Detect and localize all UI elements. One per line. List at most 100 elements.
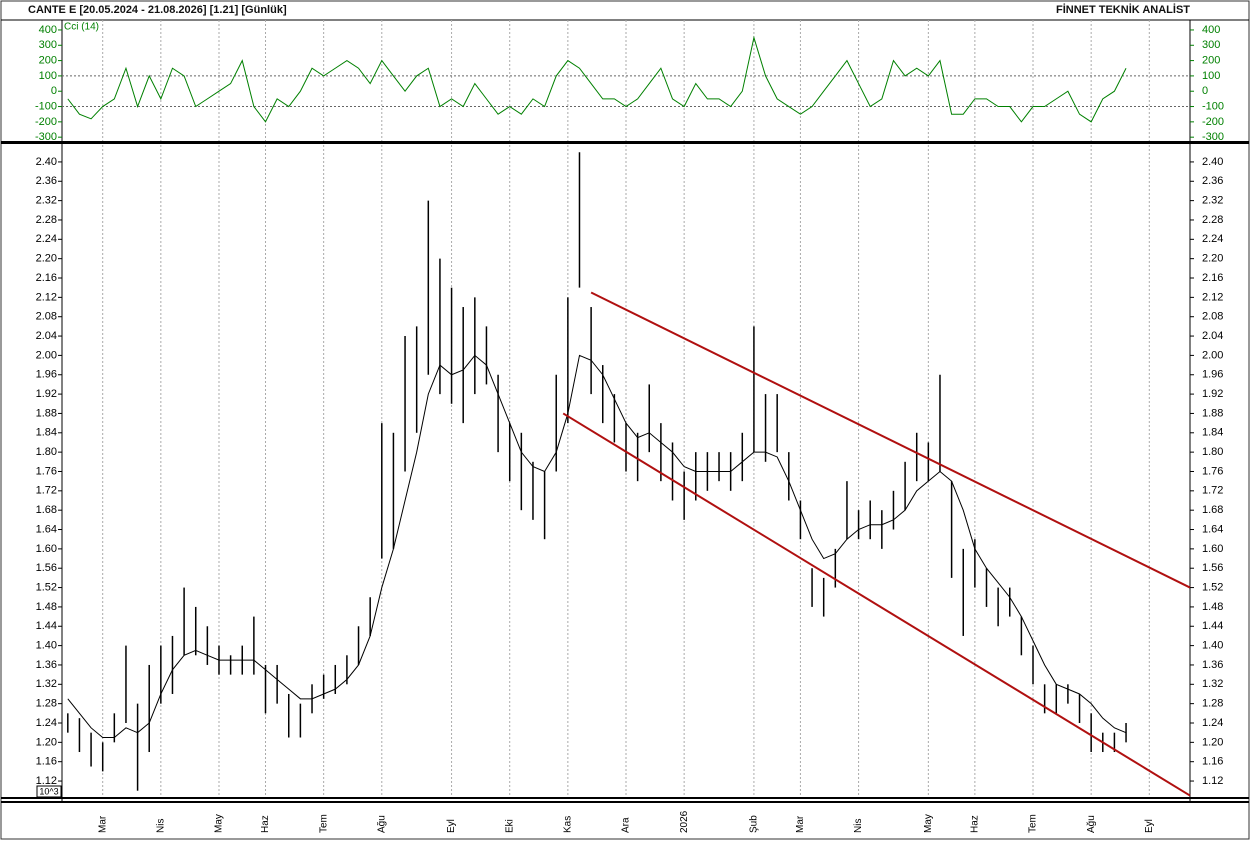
x-tick-label: Mar — [795, 815, 806, 833]
y-tick-label: 2.00 — [36, 349, 57, 361]
y-tick-label: 200 — [1202, 54, 1220, 66]
x-tick-label: Ağu — [1086, 815, 1097, 833]
x-tick-label: Şub — [749, 815, 760, 833]
y-tick-label: 1.52 — [36, 581, 57, 593]
y-tick-label: 2.20 — [1202, 253, 1223, 265]
y-tick-label: 2.08 — [36, 311, 57, 323]
y-tick-label: 1.84 — [36, 427, 57, 439]
y-tick-label: 1.76 — [1202, 465, 1223, 477]
y-tick-label: 2.24 — [1202, 233, 1223, 245]
cci-line — [67, 35, 1127, 123]
x-tick-label: Haz — [260, 815, 271, 833]
y-tick-label: 1.72 — [36, 485, 57, 497]
y-tick-label: 2.32 — [36, 195, 57, 207]
y-tick-label: 1.88 — [36, 407, 57, 419]
y-tick-label: 1.16 — [36, 756, 57, 768]
y-tick-label: 1.44 — [36, 620, 57, 632]
y-tick-label: -200 — [1202, 116, 1224, 128]
x-tick-label: Ağu — [376, 815, 387, 833]
y-tick-label: 100 — [39, 70, 57, 82]
y-tick-label: 2.32 — [1202, 195, 1223, 207]
y-tick-label: 1.24 — [36, 717, 57, 729]
x-tick-label: Eki — [504, 819, 515, 833]
y-tick-label: 1.80 — [36, 446, 57, 458]
y-tick-label: 300 — [1202, 39, 1220, 51]
y-tick-label: -300 — [35, 131, 57, 143]
y-tick-label: 1.60 — [1202, 543, 1223, 555]
y-tick-label: 1.40 — [1202, 640, 1223, 652]
brand: FİNNET TEKNİK ANALİST — [1056, 3, 1190, 16]
y-tick-label: 1.92 — [36, 388, 57, 400]
y-tick-label: 1.44 — [1202, 620, 1223, 632]
y-tick-label: 300 — [39, 39, 57, 51]
x-tick-label: Kas — [562, 816, 573, 833]
y-tick-label: 0 — [51, 85, 57, 97]
y-tick-label: 400 — [39, 24, 57, 36]
y-tick-label: 2.04 — [36, 330, 57, 342]
y-tick-label: 1.36 — [36, 659, 57, 671]
y-tick-label: 1.28 — [1202, 698, 1223, 710]
x-tick-label: Eyl — [1144, 819, 1155, 833]
y-tick-label: -100 — [35, 100, 57, 112]
y-tick-label: 2.40 — [36, 156, 57, 168]
y-tick-label: 2.36 — [36, 175, 57, 187]
y-tick-label: 1.96 — [36, 369, 57, 381]
y-tick-label: 2.40 — [1202, 156, 1223, 168]
y-tick-label: 1.56 — [1202, 562, 1223, 574]
x-tick-label: Haz — [970, 815, 981, 833]
x-tick-label: 2026 — [679, 810, 690, 833]
y-tick-label: 1.56 — [36, 562, 57, 574]
y-tick-label: 2.16 — [1202, 272, 1223, 284]
y-tick-label: 1.88 — [1202, 407, 1223, 419]
y-tick-label: 1.64 — [1202, 523, 1223, 535]
y-tick-label: 2.12 — [1202, 291, 1223, 303]
y-tick-label: 1.48 — [1202, 601, 1223, 613]
y-tick-label: 1.64 — [36, 523, 57, 535]
y-tick-label: 1.12 — [1202, 775, 1223, 787]
x-tick-label: Ara — [621, 817, 632, 833]
channel-line — [590, 291, 1191, 589]
y-tick-label: 1.24 — [1202, 717, 1223, 729]
y-tick-label: 200 — [39, 54, 57, 66]
y-tick-label: 1.28 — [36, 698, 57, 710]
chart-title: CANTE E [20.05.2024 - 21.08.2026] [1.21]… — [28, 4, 287, 16]
y-tick-label: 1.32 — [36, 678, 57, 690]
indicator-title: Cci (14) — [64, 22, 99, 33]
y-tick-label: 400 — [1202, 24, 1220, 36]
y-tick-label: 2.28 — [36, 214, 57, 226]
y-tick-label: 1.84 — [1202, 427, 1223, 439]
y-tick-label: 2.20 — [36, 253, 57, 265]
y-tick-label: 1.80 — [1202, 446, 1223, 458]
x-tick-label: Eyl — [446, 819, 457, 833]
y-tick-label: -200 — [35, 116, 57, 128]
x-tick-label: Tem — [318, 814, 329, 833]
y-tick-label: 1.36 — [1202, 659, 1223, 671]
y-tick-label: 1.96 — [1202, 369, 1223, 381]
y-tick-label: 1.68 — [1202, 504, 1223, 516]
y-tick-label: 1.32 — [1202, 678, 1223, 690]
x-tick-label: May — [214, 814, 225, 833]
y-tick-label: 1.48 — [36, 601, 57, 613]
y-tick-label: -300 — [1202, 131, 1224, 143]
y-tick-label: 1.72 — [1202, 485, 1223, 497]
y-tick-label: 2.16 — [36, 272, 57, 284]
channel-line — [562, 412, 1191, 797]
x-tick-label: Nis — [155, 819, 166, 833]
y-tick-label: 1.12 — [36, 775, 57, 787]
y-tick-label: 2.12 — [36, 291, 57, 303]
y-tick-label: 1.92 — [1202, 388, 1223, 400]
y-tick-label: 2.36 — [1202, 175, 1223, 187]
x-tick-label: May — [923, 814, 934, 833]
moving-average — [67, 354, 1127, 739]
x-tick-label: Nis — [853, 819, 864, 833]
y-tick-label: 0 — [1202, 85, 1208, 97]
y-tick-label: 1.68 — [36, 504, 57, 516]
y-tick-label: 1.40 — [36, 640, 57, 652]
y-tick-label: 1.52 — [1202, 581, 1223, 593]
y-tick-label: 2.04 — [1202, 330, 1223, 342]
scale-box — [36, 785, 62, 798]
y-tick-label: 2.24 — [36, 233, 57, 245]
y-tick-label: 1.20 — [1202, 736, 1223, 748]
